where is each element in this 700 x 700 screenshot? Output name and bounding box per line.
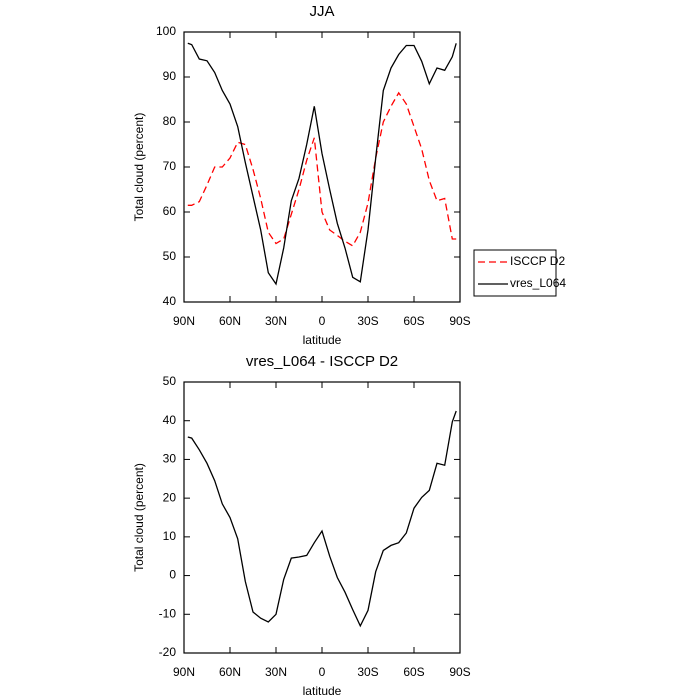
y-tick-label: -10	[159, 606, 177, 620]
chart-title: JJA	[309, 3, 334, 20]
series-line	[187, 42, 457, 286]
x-tick-label: 30S	[357, 314, 378, 328]
y-tick-label: 50	[163, 374, 177, 388]
y-tick-label: 20	[163, 490, 177, 504]
x-tick-label: 90N	[173, 665, 195, 679]
x-axis-label: latitude	[303, 333, 342, 347]
x-tick-label: 0	[319, 314, 326, 328]
y-tick-label: 80	[163, 114, 177, 128]
x-tick-label: 90S	[449, 665, 470, 679]
y-axis-label: Total cloud (percent)	[132, 113, 146, 222]
y-axis-label: Total cloud (percent)	[132, 463, 146, 572]
y-tick-label: 10	[163, 529, 177, 543]
plot-frame	[183, 31, 461, 303]
x-tick-label: 60S	[403, 314, 424, 328]
x-tick-label: 0	[319, 665, 326, 679]
panel: vres_L064 - ISCCP D2 latitude Total cloud …	[132, 353, 471, 698]
data-line	[187, 410, 457, 628]
x-tick-label: 30S	[357, 665, 378, 679]
y-tick-label: 40	[163, 294, 177, 308]
chart-title: vres_L064 - ISCCP D2	[246, 353, 398, 370]
y-tick-label: 40	[163, 413, 177, 427]
x-tick-label: 30N	[265, 665, 287, 679]
series-line	[187, 91, 457, 247]
legend-box	[473, 249, 557, 297]
y-tick-label: -20	[159, 645, 177, 659]
legend-label: vres_L064	[510, 276, 566, 290]
legend-label: ISCCP D2	[510, 254, 565, 268]
y-tick-label: 30	[163, 452, 177, 466]
x-tick-label: 60N	[219, 314, 241, 328]
panel: JJA latitude Total cloud (percent) 90N 60N 30…	[132, 3, 566, 347]
x-tick-label: 90S	[449, 314, 470, 328]
plot-frame	[183, 381, 461, 654]
y-tick-label: 0	[169, 568, 176, 582]
x-tick-label: 60S	[403, 665, 424, 679]
y-tick-label: 50	[163, 249, 177, 263]
x-tick-label: 60N	[219, 665, 241, 679]
y-tick-label: 100	[156, 24, 176, 38]
y-tick-label: 90	[163, 69, 177, 83]
y-tick-label: 70	[163, 159, 177, 173]
legend: ISCCP D2 vres_L064	[473, 249, 566, 297]
x-tick-label: 90N	[173, 314, 195, 328]
x-axis-label: latitude	[303, 684, 342, 698]
y-tick-label: 60	[163, 204, 177, 218]
x-tick-label: 30N	[265, 314, 287, 328]
